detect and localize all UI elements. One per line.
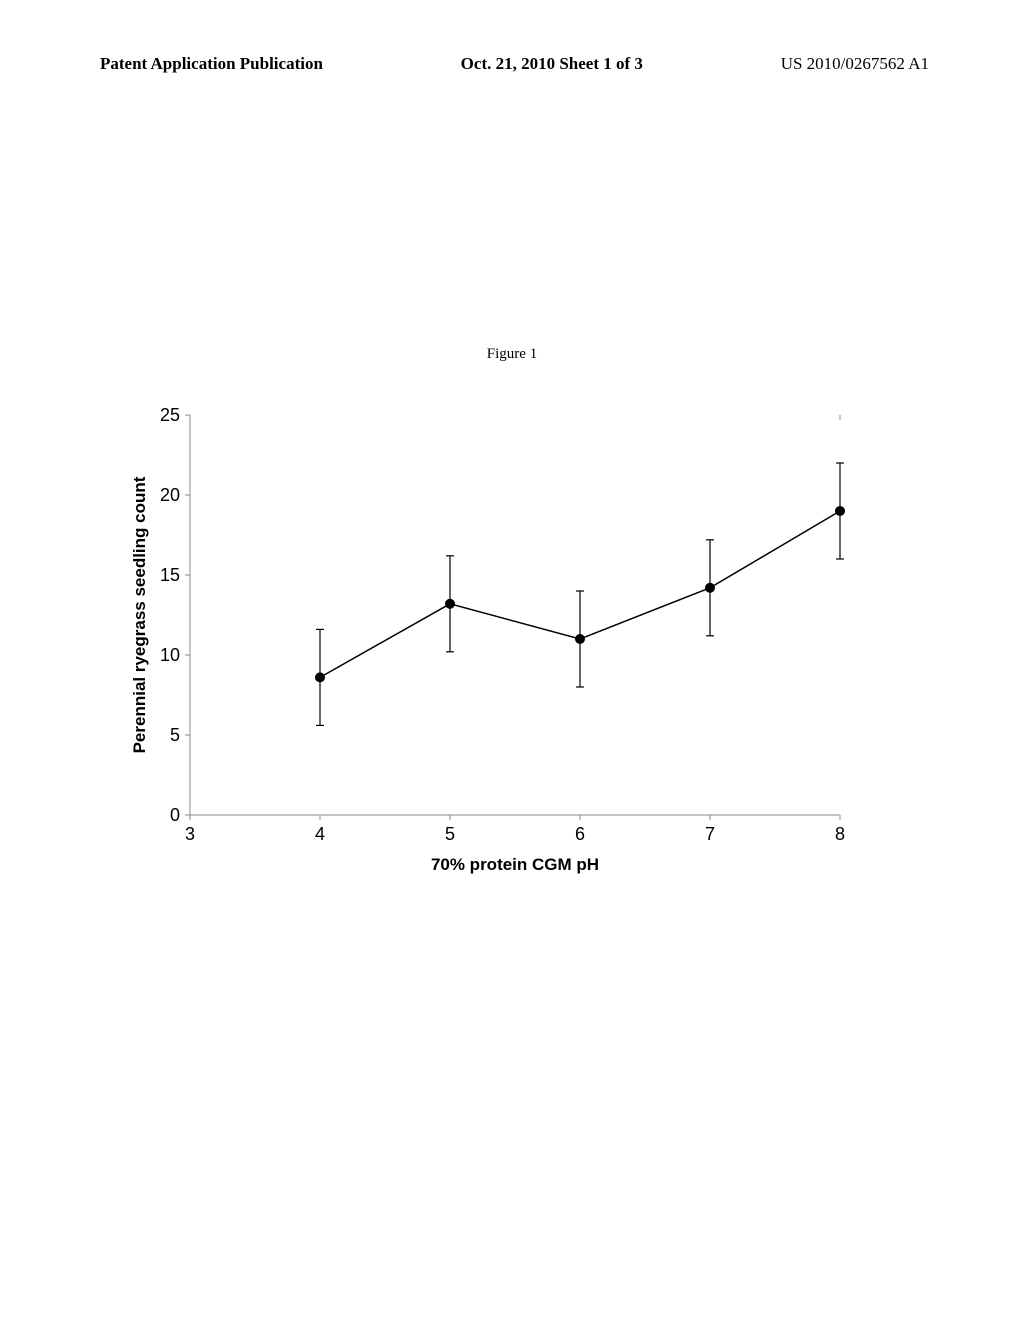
svg-text:25: 25 — [160, 405, 180, 425]
chart-container: 0 5 10 15 20 25 3 4 5 6 7 8 Perennial ryegrass seedl… — [125, 400, 875, 895]
svg-text:5: 5 — [170, 725, 180, 745]
figure-caption: Figure 1 — [487, 346, 537, 363]
svg-text:0: 0 — [170, 805, 180, 825]
svg-text:20: 20 — [160, 485, 180, 505]
svg-text:6: 6 — [575, 824, 585, 844]
svg-text:Perennial ryegrass seedling co: Perennial ryegrass seedling count — [130, 476, 149, 753]
svg-text:7: 7 — [705, 824, 715, 844]
header-center: Oct. 21, 2010 Sheet 1 of 3 — [461, 54, 643, 74]
svg-text:10: 10 — [160, 645, 180, 665]
svg-text:8: 8 — [835, 824, 845, 844]
svg-text:3: 3 — [185, 824, 195, 844]
header-left: Patent Application Publication — [100, 54, 323, 74]
svg-text:4: 4 — [315, 824, 325, 844]
page-header: Patent Application Publication Oct. 21, … — [0, 54, 1024, 74]
svg-text:70% protein CGM pH: 70% protein CGM pH — [431, 855, 599, 874]
chart-svg: 0 5 10 15 20 25 3 4 5 6 7 8 Perennial ryegrass seedl… — [125, 400, 875, 895]
svg-text:15: 15 — [160, 565, 180, 585]
svg-text:5: 5 — [445, 824, 455, 844]
header-right: US 2010/0267562 A1 — [781, 54, 929, 74]
